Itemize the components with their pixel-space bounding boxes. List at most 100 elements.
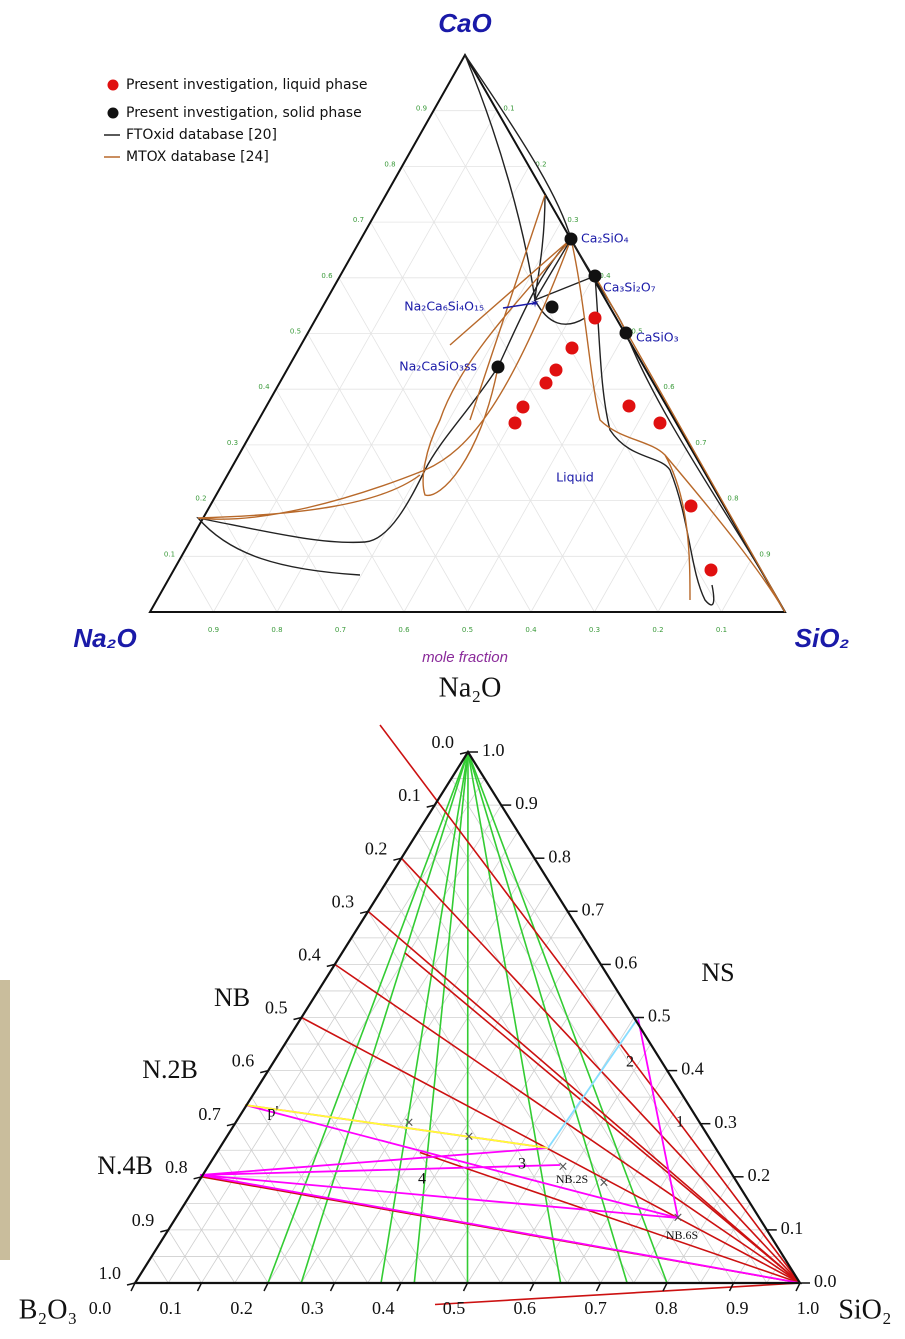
tick-label: 0.6 bbox=[232, 1051, 255, 1071]
tick-label: 0.8 bbox=[271, 626, 282, 634]
tick-label: 0.2 bbox=[748, 1165, 771, 1185]
tick-label: 0.2 bbox=[230, 1298, 253, 1318]
tick bbox=[530, 1283, 534, 1291]
tick-label: 0.1 bbox=[781, 1218, 804, 1238]
tick-label: 0.4 bbox=[525, 626, 537, 634]
liquid-point bbox=[566, 342, 579, 355]
phase-label: 4 bbox=[418, 1171, 426, 1188]
tick-label: 0.5 bbox=[462, 626, 473, 634]
tick-label: 0.5 bbox=[648, 1006, 671, 1026]
tick bbox=[464, 1283, 468, 1291]
tick-label: 0.0 bbox=[814, 1271, 837, 1291]
join-line bbox=[420, 1153, 800, 1284]
cross-mark: × bbox=[599, 1176, 610, 1191]
liquid-point bbox=[540, 377, 553, 390]
phase-boundary bbox=[198, 195, 785, 612]
liquid-point bbox=[589, 312, 602, 325]
tick-label: 0.3 bbox=[227, 439, 238, 447]
grid-line bbox=[595, 445, 690, 612]
phase-label: Na₂CaSiO₃ss bbox=[399, 359, 477, 374]
cross-mark: × bbox=[673, 1211, 684, 1226]
cross-mark: × bbox=[404, 1116, 415, 1131]
liquid-point bbox=[685, 500, 698, 513]
solid-point bbox=[620, 327, 633, 340]
liquid-point bbox=[509, 417, 522, 430]
tick-label: 0.6 bbox=[615, 953, 638, 973]
phase-label: p' bbox=[268, 1104, 279, 1121]
phase-label: Na₂Ca₆Si₄O₁₅ bbox=[404, 299, 484, 314]
phase-label: CaSiO₃ bbox=[636, 330, 679, 345]
tick-label: 0.4 bbox=[372, 1298, 395, 1318]
tick-label: 0.9 bbox=[515, 793, 538, 813]
tick-label: 0.9 bbox=[416, 105, 427, 113]
tick-label: 0.5 bbox=[443, 1298, 466, 1318]
star-mark: ✶ bbox=[530, 297, 540, 311]
top-ternary: CaO Na₂O SiO₂ mole fraction 0.90.80.70.6… bbox=[73, 8, 849, 666]
tick bbox=[397, 1283, 401, 1291]
tick-label: 0.6 bbox=[398, 626, 410, 634]
phase-label: N.4B bbox=[97, 1151, 153, 1180]
grid-line bbox=[722, 556, 754, 612]
grid-line bbox=[185, 1203, 235, 1283]
tick-label: 0.2 bbox=[652, 626, 663, 634]
tick-label: 0.7 bbox=[695, 439, 706, 447]
tick-label: 0.1 bbox=[716, 626, 727, 634]
phase-label: N.2B bbox=[142, 1055, 198, 1084]
tick-label: 0.8 bbox=[655, 1298, 678, 1318]
tick-label: 0.5 bbox=[290, 328, 301, 336]
tick-label: 0.1 bbox=[503, 105, 514, 113]
legend-marker bbox=[108, 108, 119, 119]
tick-label: 0.3 bbox=[567, 216, 578, 224]
tick-label: 1.0 bbox=[482, 740, 505, 760]
tick-label: 0.4 bbox=[298, 945, 321, 965]
phase-label: 2 bbox=[626, 1054, 634, 1071]
grid-line bbox=[245, 445, 341, 612]
phase-label: Liquid bbox=[556, 470, 594, 485]
phase-label: 1 bbox=[676, 1114, 684, 1131]
tick-label: 0.1 bbox=[160, 1298, 183, 1318]
tick-label: 0.7 bbox=[584, 1298, 607, 1318]
tick bbox=[796, 1283, 800, 1291]
tick bbox=[597, 1283, 601, 1291]
tick-label: 0.0 bbox=[432, 732, 455, 752]
tick-label: 0.4 bbox=[681, 1059, 704, 1079]
tick-label: 0.8 bbox=[727, 495, 738, 503]
tick-label: 0.9 bbox=[759, 550, 770, 558]
tick-label: 0.3 bbox=[714, 1112, 737, 1132]
tick-label: 0.9 bbox=[132, 1210, 155, 1230]
vertex-label: SiO₂ bbox=[795, 623, 850, 653]
bottom-ternary: Na₂O B₂O₃ SiO₂ ×××××0.00.10.20.30.40.50.… bbox=[19, 672, 892, 1325]
tick-label: 0.5 bbox=[265, 998, 288, 1018]
phase-label: Ca₂SiO₄ bbox=[581, 231, 629, 246]
vertex-label: B₂O₃ bbox=[19, 1294, 77, 1325]
cross-mark: × bbox=[464, 1130, 475, 1145]
vertex-label: Na₂O bbox=[439, 672, 502, 703]
legend-marker bbox=[108, 80, 119, 91]
liquid-point bbox=[623, 400, 636, 413]
join-line bbox=[468, 752, 469, 1283]
tick-label: 0.6 bbox=[663, 383, 675, 391]
tick bbox=[264, 1283, 268, 1291]
tick-label: 0.8 bbox=[548, 846, 571, 866]
tick-label: 0.3 bbox=[589, 626, 600, 634]
tick-label: 0.7 bbox=[582, 899, 605, 919]
tick-label: 1.0 bbox=[99, 1263, 122, 1283]
tick-label: 0.6 bbox=[321, 272, 333, 280]
tick bbox=[198, 1283, 202, 1291]
liquid-point bbox=[550, 364, 563, 377]
tick-label: 0.8 bbox=[384, 160, 395, 168]
tick-label: 0.9 bbox=[208, 626, 219, 634]
legend-label: Present investigation, liquid phase bbox=[126, 77, 368, 93]
tick-label: 0.0 bbox=[89, 1298, 112, 1318]
grid-line bbox=[152, 1256, 169, 1283]
tick-label: 0.6 bbox=[514, 1298, 537, 1318]
phase-label: Ca₃Si₂O₇ bbox=[603, 280, 656, 295]
tick bbox=[331, 1283, 335, 1291]
phase-label: NB.2S bbox=[556, 1172, 588, 1186]
tick bbox=[663, 1283, 667, 1291]
tick-label: 0.2 bbox=[195, 495, 206, 503]
tick-label: 0.7 bbox=[198, 1104, 221, 1124]
phase-label: NB bbox=[214, 983, 250, 1012]
phase-label: NB.6S bbox=[666, 1228, 698, 1242]
solid-point bbox=[546, 301, 559, 314]
